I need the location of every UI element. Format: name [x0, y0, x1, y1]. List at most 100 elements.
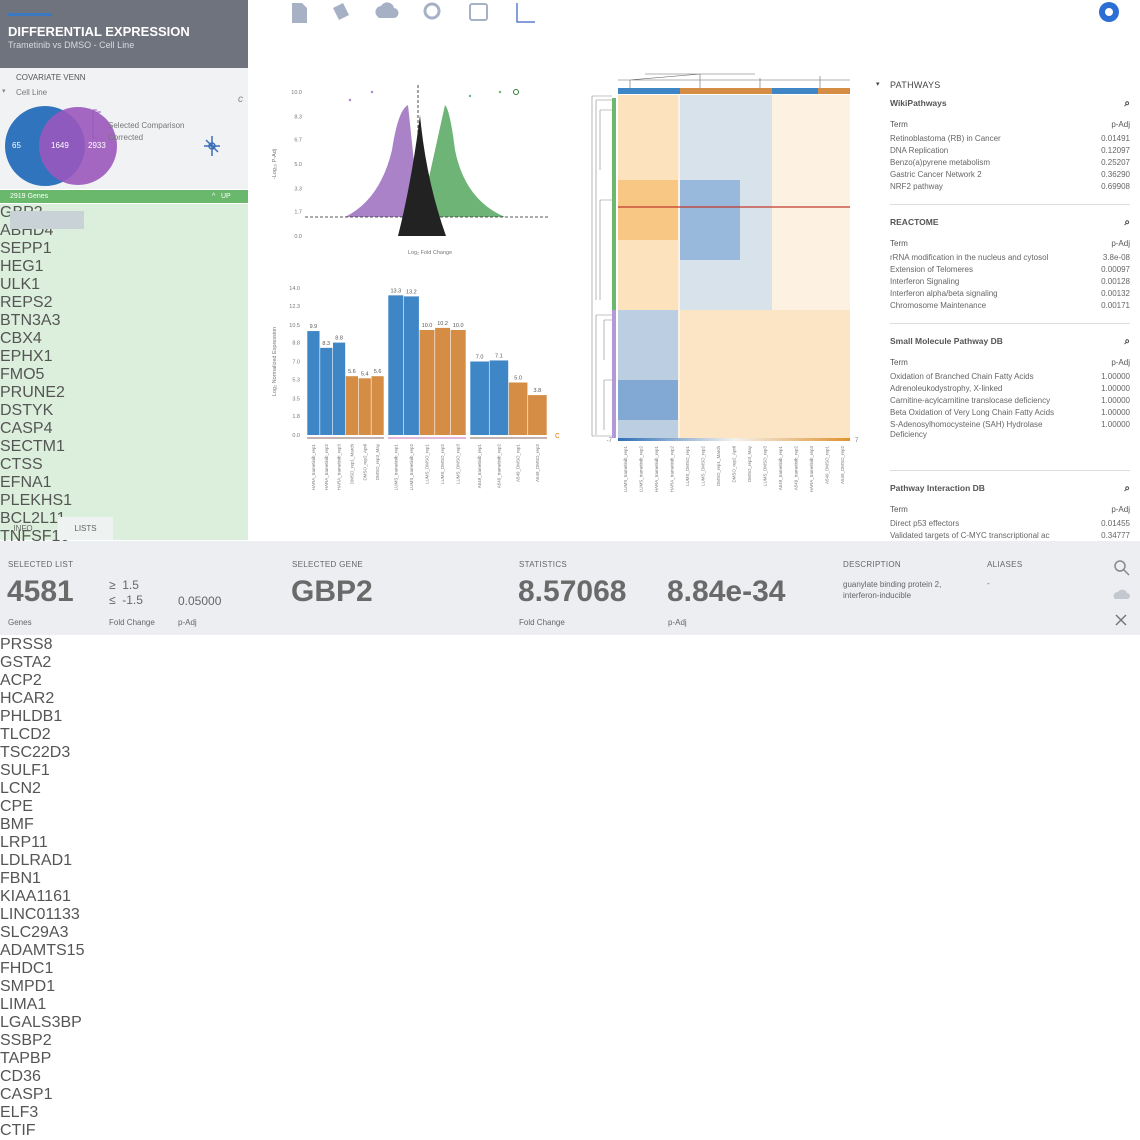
gene[interactable]: EFNA1	[0, 474, 52, 491]
gene[interactable]: TNFSF10	[0, 528, 70, 545]
bar[interactable]	[307, 331, 320, 435]
pathway-row[interactable]: NRF2 pathway 0.69908	[890, 182, 1130, 192]
bar[interactable]	[345, 376, 359, 435]
gene[interactable]: BTN3A3	[0, 312, 61, 329]
gene[interactable]: CPE	[0, 798, 33, 815]
pathway-row[interactable]: Adrenoleukodystrophy, X-linked 1.00000	[890, 384, 1130, 394]
gene[interactable]: ULK1	[0, 276, 41, 293]
pathway-row[interactable]: Direct p53 effectors 0.01455	[890, 519, 1130, 529]
pathway-row[interactable]: S-Adenosylhomocysteine (SAH) Hydrolase D…	[890, 420, 1130, 440]
bar[interactable]	[450, 330, 466, 435]
gene[interactable]: CASP4	[0, 420, 53, 437]
gene[interactable]: PLEKHS1	[0, 492, 73, 509]
gene[interactable]: EPHX1	[0, 348, 53, 365]
gene[interactable]: TLCD2	[0, 726, 51, 743]
tag-icon[interactable]	[333, 3, 349, 20]
bar[interactable]	[403, 296, 419, 435]
close-icon[interactable]	[1115, 614, 1127, 626]
network-icon[interactable]	[204, 136, 220, 156]
venn-right[interactable]	[39, 107, 117, 185]
bar[interactable]	[435, 327, 451, 435]
gene[interactable]: SSBP2	[0, 1032, 52, 1049]
gene[interactable]: CTSS	[0, 456, 43, 473]
gene[interactable]: ELF3	[0, 1104, 39, 1121]
gene[interactable]: HEG1	[0, 258, 44, 275]
pathway-row[interactable]: Retinoblastoma (RB) in Cancer 0.01491	[890, 134, 1130, 144]
file-icon[interactable]	[292, 3, 307, 23]
gene[interactable]: BMF	[0, 816, 34, 833]
term: Validated targets of C-MYC transcription…	[890, 531, 1050, 540]
gene[interactable]: SMPD1	[0, 978, 56, 995]
bar[interactable]	[419, 330, 435, 435]
gene[interactable]: HCAR2	[0, 690, 55, 707]
gene[interactable]: ACP2	[0, 672, 42, 689]
search-icon[interactable]	[423, 2, 441, 20]
search-icon[interactable]: ⌕	[1124, 483, 1130, 494]
pathway-row[interactable]: Beta Oxidation of Very Long Chain Fatty …	[890, 408, 1130, 418]
gene[interactable]: LCN2	[0, 780, 41, 797]
gene[interactable]: LGALS3BP	[0, 1014, 82, 1031]
pathway-row[interactable]: Extension of Telomeres 0.00097	[890, 265, 1130, 275]
cloud-icon[interactable]	[1113, 589, 1130, 599]
gene[interactable]: CASP1	[0, 1086, 53, 1103]
bar[interactable]	[358, 378, 371, 435]
bar[interactable]	[528, 395, 547, 435]
gene[interactable]: GSTA2	[0, 654, 52, 671]
gene[interactable]: PHLDB1	[0, 708, 63, 725]
gene[interactable]: SLC29A3	[0, 924, 69, 941]
bar[interactable]	[388, 295, 404, 435]
gene[interactable]: CTIF	[0, 1122, 36, 1139]
search-icon[interactable]: ⌕	[1124, 98, 1130, 109]
gene[interactable]: TSC22D3	[0, 744, 71, 761]
gene[interactable]: PRUNE2	[0, 384, 65, 401]
gene[interactable]: DSTYK	[0, 402, 54, 419]
pathway-row[interactable]: Oxidation of Branched Chain Fatty Acids 1…	[890, 372, 1130, 382]
gene[interactable]: SECTM1	[0, 438, 65, 455]
pathway-row[interactable]: Interferon alpha/beta signaling 0.00132	[890, 289, 1130, 299]
gene[interactable]: LINC01133	[0, 906, 80, 923]
gene-direction[interactable]: UP	[221, 193, 231, 200]
gene[interactable]: KIAA1161	[0, 888, 71, 905]
gene[interactable]: LDLRAD1	[0, 852, 73, 869]
pathway-row[interactable]: Benzo(a)pyrene metabolism 0.25207	[890, 158, 1130, 168]
gene[interactable]: PRSS8	[0, 636, 53, 653]
covariate[interactable]: Cell Line	[16, 88, 48, 97]
pathway-row[interactable]: Chromosome Maintenance 0.00171	[890, 301, 1130, 311]
volcano-selected[interactable]	[513, 89, 519, 95]
gene[interactable]: TAPBP	[0, 1050, 52, 1067]
pathway-row[interactable]: Validated targets of C-MYC transcription…	[890, 531, 1130, 541]
gene[interactable]: CD36	[0, 1068, 41, 1085]
pathway-row[interactable]: Interferon Signaling 0.00128	[890, 277, 1130, 287]
gene[interactable]: SEPP1	[0, 240, 52, 257]
pathway-row[interactable]: Gastric Cancer Network 2 0.36290	[890, 170, 1130, 180]
gene[interactable]: FMO5	[0, 366, 45, 383]
bar[interactable]	[320, 347, 333, 435]
gene[interactable]: FHDC1	[0, 960, 54, 977]
tab-info[interactable]: INFO	[13, 524, 33, 533]
bar[interactable]	[508, 382, 528, 436]
calendar-icon[interactable]	[469, 3, 488, 21]
bar-chart-icon[interactable]: c	[555, 430, 560, 440]
bar[interactable]	[371, 376, 384, 435]
pathway-row[interactable]: rRNA modification in the nucleus and cyt…	[890, 253, 1130, 263]
search-icon[interactable]: ⌕	[1124, 217, 1130, 228]
search-icon[interactable]	[1114, 560, 1126, 572]
gene[interactable]: BCL2L11	[0, 510, 66, 527]
gene[interactable]: LIMA1	[0, 996, 47, 1013]
gene[interactable]: REPS2	[0, 294, 53, 311]
gene[interactable]: CBX4	[0, 330, 42, 347]
bar[interactable]	[470, 361, 489, 436]
gene[interactable]: LRP11	[0, 834, 48, 851]
bar[interactable]	[332, 342, 346, 435]
chart-icon[interactable]	[516, 3, 535, 23]
gene[interactable]: ADAMTS15	[0, 942, 85, 959]
gene[interactable]: SULF1	[0, 762, 50, 779]
pathway-row[interactable]: DNA Replication 0.12097	[890, 146, 1130, 156]
tab-lists[interactable]: LISTS	[58, 517, 113, 540]
search-icon[interactable]: ⌕	[1124, 336, 1130, 347]
bar[interactable]	[489, 360, 509, 435]
gene[interactable]: FBN1	[0, 870, 41, 887]
pathway-row[interactable]: Carnitine-acylcarnitine translocase defi…	[890, 396, 1130, 406]
direction-arrow[interactable]: ^	[212, 193, 216, 200]
download-icon[interactable]	[375, 2, 399, 19]
